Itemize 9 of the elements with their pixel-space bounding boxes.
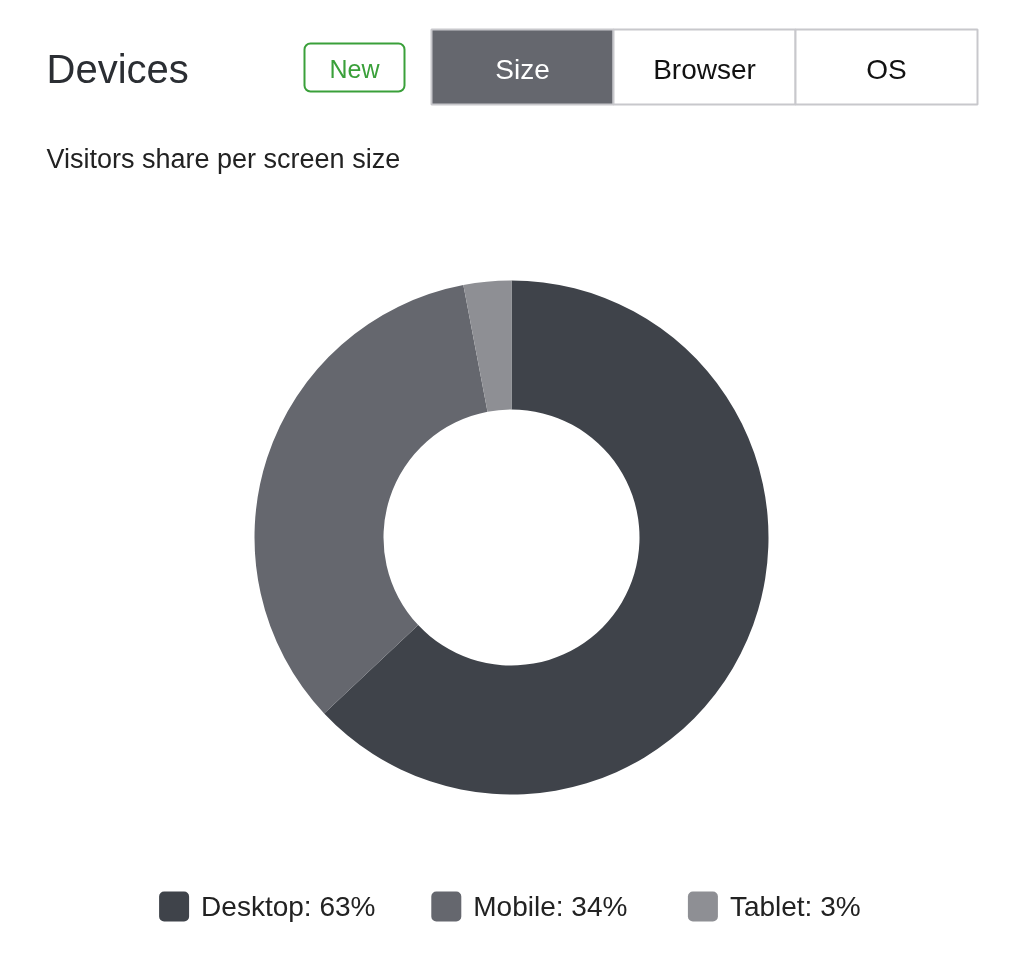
text: Size	[495, 54, 550, 85]
text: New	[329, 54, 381, 83]
chart-subtitle: Visitors share per screen size	[46, 143, 401, 174]
legend-label: Tablet: 3%	[729, 891, 861, 922]
text: OS	[866, 54, 907, 85]
chart-title: Devices	[46, 46, 189, 91]
text: Browser	[653, 54, 756, 85]
legend-label: Mobile: 34%	[473, 891, 628, 922]
legend-label: Desktop: 63%	[201, 891, 376, 922]
